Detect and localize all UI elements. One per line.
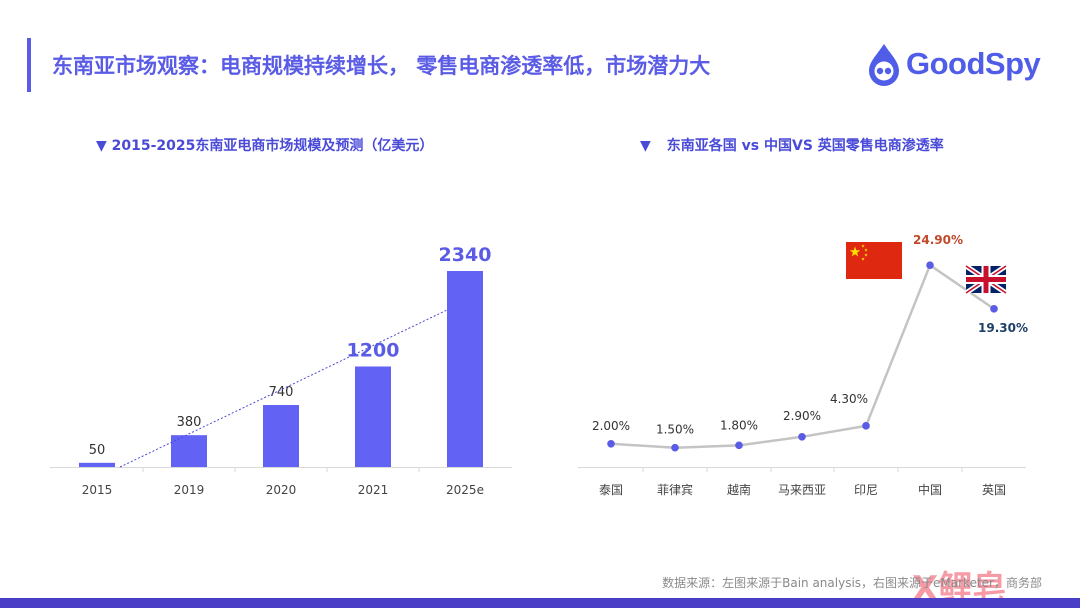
bar-x-label-2020: 2020 (266, 483, 297, 497)
left-chart-title: ▼ 2015-2025东南亚电商市场规模及预测（亿美元） (96, 138, 434, 154)
line-x-label-印尼: 印尼 (854, 483, 878, 497)
line-x-label-越南: 越南 (727, 482, 751, 497)
bar-2021 (355, 366, 391, 467)
right-chart-title-text: 东南亚各国 vs 中国VS 英国零售电商渗透率 (666, 138, 944, 154)
line-x-label-中国: 中国 (918, 482, 942, 497)
bar-2019 (171, 435, 207, 467)
bar-x-label-2025e: 2025e (446, 483, 484, 497)
point-英国 (990, 305, 998, 313)
bar-value-label-2015: 50 (89, 443, 106, 458)
point-马来西亚 (798, 432, 806, 441)
china-flag-small-star-2 (864, 248, 868, 252)
point-label-菲律宾: 1.50% (656, 423, 694, 437)
point-中国 (926, 261, 934, 269)
uk-flag-cross-red-h (966, 277, 1006, 282)
point-label-英国: 19.30% (978, 321, 1028, 335)
china-flag (846, 242, 902, 279)
china-flag-big-star (849, 246, 861, 257)
point-label-马来西亚: 2.90% (783, 409, 821, 423)
bar-2025e (447, 271, 483, 467)
logo-text: GoodSpy (906, 46, 1041, 81)
title-accent-bar (27, 38, 31, 92)
china-flag-small-star-3 (864, 253, 868, 257)
china-flag-small-star-1 (861, 244, 865, 248)
point-label-中国: 24.90% (913, 233, 963, 247)
right-chart-title-marker: ▼ (640, 138, 651, 154)
point-菲律宾 (671, 443, 679, 452)
bar-value-label-2020: 740 (269, 385, 294, 400)
china-flag-small-star-4 (861, 257, 865, 261)
logo-drop-icon (869, 44, 899, 86)
line-x-label-英国: 英国 (982, 483, 1006, 497)
right-chart-title: ▼ 东南亚各国 vs 中国VS 英国零售电商渗透率 (640, 135, 944, 155)
goodspy-logo: GoodSpy (864, 42, 1044, 86)
point-label-泰国: 2.00% (592, 419, 630, 433)
bar-2015 (79, 462, 115, 467)
line-x-label-马来西亚: 马来西亚 (778, 483, 826, 497)
bar-x-label-2015: 2015 (82, 483, 113, 497)
line-x-label-泰国: 泰国 (599, 483, 623, 497)
point-泰国 (607, 440, 615, 448)
point-印尼 (862, 422, 870, 430)
point-label-越南: 1.80% (720, 418, 758, 432)
bar-2020 (263, 405, 299, 467)
bar-value-label-2021: 1200 (347, 339, 400, 361)
bar-value-label-2019: 380 (177, 415, 202, 430)
bar-x-label-2021: 2021 (358, 483, 389, 497)
data-source-footnote: 数据来源：左图来源于Bain analysis，右图来源于eMarketer，商… (662, 576, 1042, 590)
bottom-accent-band (0, 598, 1080, 608)
bar-chart-trendline (119, 309, 448, 468)
line-x-label-菲律宾: 菲律宾 (657, 482, 693, 497)
point-越南 (735, 441, 743, 450)
bar-x-label-2019: 2019 (174, 483, 205, 497)
bar-value-label-2025e: 2340 (439, 244, 492, 266)
point-label-印尼: 4.30% (830, 392, 868, 406)
page-title: 东南亚市场观察：电商规模持续增长， 零售电商渗透率低，市场潜力大 (52, 54, 711, 78)
